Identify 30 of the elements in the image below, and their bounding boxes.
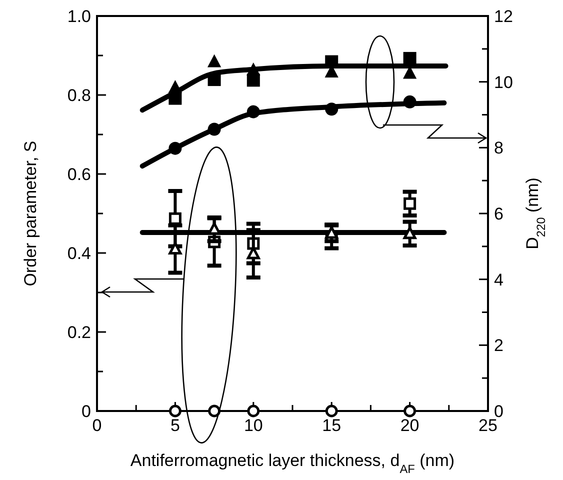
y2-tick-label: 6 <box>494 204 504 224</box>
y2-tick-label: 8 <box>494 138 504 158</box>
point <box>404 197 416 210</box>
point <box>247 404 260 418</box>
y2-tick-label: 2 <box>494 336 504 356</box>
y-tick-label: 0 <box>82 402 91 421</box>
y-tick-label: 0.6 <box>67 165 91 184</box>
point <box>404 404 416 418</box>
y-tick-label: 0.2 <box>67 323 91 342</box>
point <box>325 226 338 239</box>
y2-tick-label: 4 <box>494 270 504 290</box>
y2-tick-label: 12 <box>494 7 513 26</box>
point <box>207 54 222 68</box>
y-tick-label: 1.0 <box>67 7 91 26</box>
x-tick-label: 15 <box>322 416 342 435</box>
point <box>246 74 260 87</box>
point <box>325 404 338 418</box>
y-tick-label: 0.8 <box>67 86 91 105</box>
point <box>168 404 182 418</box>
y-axis-title: Order parameter, S <box>21 140 40 286</box>
point <box>208 404 221 418</box>
x-tick-label: 10 <box>244 416 263 435</box>
y2-tick-label: 10 <box>494 72 513 92</box>
x-axis-title: Antiferromagnetic layer thickness, d$_{AF}$ (nm) <box>130 451 455 476</box>
x-tick-label: 25 <box>478 416 498 435</box>
x-tick-label: 20 <box>400 416 420 435</box>
point <box>168 212 182 225</box>
y-tick-label: 0.4 <box>67 244 91 263</box>
x-tick-label: 5 <box>170 416 180 435</box>
point <box>168 242 182 255</box>
